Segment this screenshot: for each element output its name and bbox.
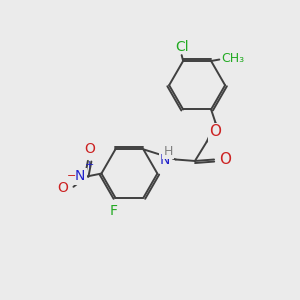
Text: N: N [75, 169, 85, 184]
Text: +: + [84, 160, 94, 170]
Text: O: O [57, 181, 68, 195]
Text: −: − [66, 171, 76, 181]
Text: H: H [164, 145, 173, 158]
Text: O: O [219, 152, 231, 167]
Text: N: N [160, 152, 170, 167]
Text: CH₃: CH₃ [221, 52, 244, 64]
Text: F: F [110, 204, 118, 218]
Text: Cl: Cl [175, 40, 188, 54]
Text: O: O [209, 124, 221, 139]
Text: O: O [84, 142, 95, 156]
